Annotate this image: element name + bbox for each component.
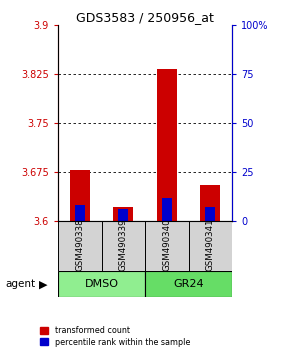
- Legend: transformed count, percentile rank within the sample: transformed count, percentile rank withi…: [39, 325, 192, 348]
- Text: GSM490338: GSM490338: [75, 219, 84, 272]
- Bar: [157, 69, 177, 221]
- Bar: [75, 205, 85, 221]
- Bar: [188, 221, 232, 271]
- Text: GR24: GR24: [173, 279, 204, 289]
- Text: GSM490341: GSM490341: [206, 219, 215, 272]
- Text: GSM490340: GSM490340: [162, 219, 171, 272]
- Bar: [58, 271, 145, 297]
- Bar: [200, 185, 220, 221]
- Text: DMSO: DMSO: [84, 279, 119, 289]
- Bar: [145, 271, 232, 297]
- Bar: [70, 170, 90, 221]
- Bar: [58, 221, 102, 271]
- Text: agent: agent: [6, 279, 36, 289]
- Bar: [205, 207, 215, 221]
- Bar: [119, 210, 128, 221]
- Text: ▶: ▶: [39, 279, 48, 289]
- Text: GSM490339: GSM490339: [119, 219, 128, 271]
- Title: GDS3583 / 250956_at: GDS3583 / 250956_at: [76, 11, 214, 24]
- Bar: [102, 221, 145, 271]
- Bar: [145, 221, 188, 271]
- Bar: [113, 207, 133, 221]
- Bar: [162, 198, 172, 221]
